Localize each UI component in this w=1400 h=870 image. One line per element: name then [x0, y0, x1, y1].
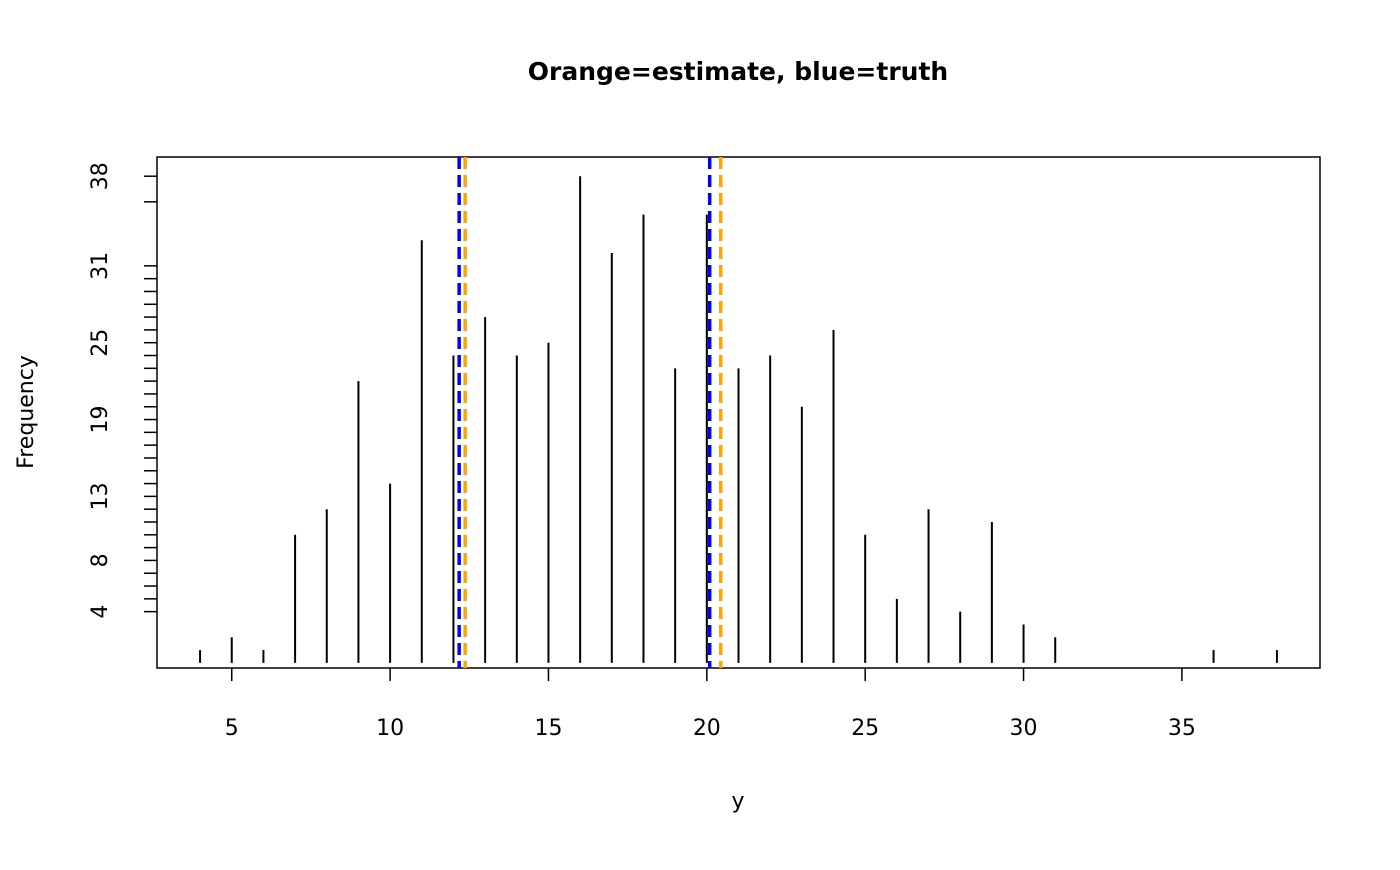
y-tick-label: 13 — [88, 482, 113, 510]
plot-frame — [156, 156, 1321, 669]
x-tick-label: 20 — [693, 716, 721, 741]
y-axis-label: Frequency — [14, 355, 39, 469]
y-tick-label: 8 — [88, 553, 113, 567]
x-tick-label: 25 — [851, 716, 879, 741]
y-tick-label: 19 — [88, 406, 113, 434]
y-tick-label: 31 — [88, 252, 113, 280]
x-tick-label: 15 — [534, 716, 562, 741]
x-tick-label: 10 — [376, 716, 404, 741]
x-tick-label: 5 — [225, 716, 239, 741]
chart-title: Orange=estimate, blue=truth — [528, 57, 948, 86]
y-tick-label: 4 — [88, 605, 113, 619]
y-tick-label: 38 — [88, 162, 113, 190]
y-tick-label: 25 — [88, 329, 113, 357]
x-tick-label: 35 — [1168, 716, 1196, 741]
x-tick-label: 30 — [1010, 716, 1038, 741]
x-axis-label: y — [731, 789, 744, 814]
